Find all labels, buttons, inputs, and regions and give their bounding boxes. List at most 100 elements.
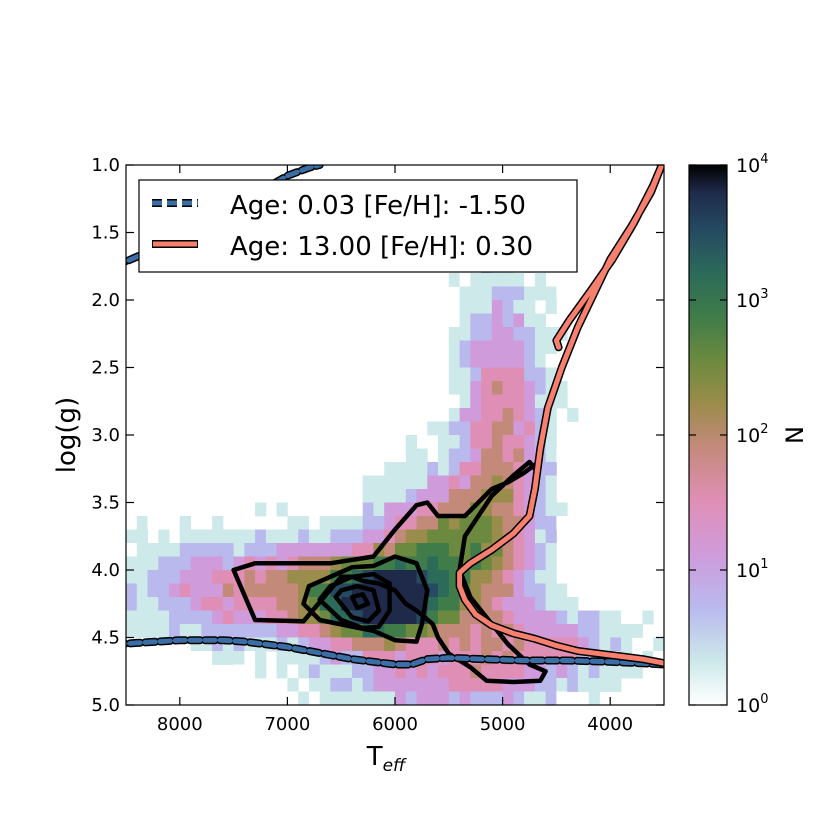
density-cell: [395, 610, 407, 625]
density-cell: [438, 705, 449, 719]
density-cell: [502, 597, 514, 611]
density-cell: [524, 691, 536, 705]
density-cell: [222, 651, 234, 665]
density-cell: [373, 637, 385, 652]
density-cell: [481, 570, 493, 584]
colorbar-tick-label: 100: [736, 692, 768, 717]
density-cell: [416, 475, 428, 490]
density-cell: [502, 462, 514, 476]
density-cell: [459, 273, 471, 287]
density-cell: [427, 421, 439, 436]
density-cell: [470, 313, 482, 328]
density-cell: [491, 489, 503, 503]
density-cell: [405, 691, 417, 705]
density-cell: [448, 678, 460, 692]
density-cell: [298, 516, 310, 530]
density-cell: [448, 637, 460, 652]
density-cell: [567, 583, 579, 598]
density-cell: [470, 624, 482, 638]
density-cell: [416, 543, 428, 557]
density-cell: [255, 651, 267, 665]
density-cell: [524, 597, 536, 611]
density-cell: [502, 408, 514, 422]
y-axis-label: log(g): [52, 397, 82, 473]
density-cell: [545, 678, 557, 692]
density-cell: [513, 435, 525, 449]
density-cell: [470, 421, 482, 436]
density-cell: [459, 570, 471, 584]
y-tick-label: 2.5: [91, 358, 120, 379]
density-cell: [212, 529, 224, 544]
density-cell: [534, 529, 547, 544]
density-cell: [502, 678, 514, 692]
density-cell: [545, 664, 557, 679]
density-cell: [212, 624, 224, 638]
density-cell: [491, 367, 503, 382]
density-cell: [599, 637, 611, 652]
density-cell: [448, 394, 460, 409]
density-cell: [427, 475, 439, 490]
density-cell: [341, 516, 353, 530]
density-cell: [545, 354, 557, 368]
density-cell: [653, 651, 664, 665]
density-cell: [222, 624, 234, 638]
density-cell: [384, 475, 396, 490]
density-cell: [513, 381, 525, 395]
density-cell: [545, 489, 557, 503]
y-tick-label: 1.0: [91, 155, 120, 176]
density-cell: [513, 610, 525, 625]
density-cell: [352, 678, 364, 692]
density-cell: [448, 502, 460, 517]
density-cell: [395, 543, 407, 557]
density-cell: [438, 556, 450, 571]
density-cell: [341, 637, 353, 652]
density-cell: [405, 475, 417, 490]
density-cell: [448, 475, 460, 490]
density-cell: [330, 678, 342, 692]
density-cell: [212, 610, 224, 625]
density-cell: [502, 610, 514, 625]
density-cell: [448, 327, 460, 341]
density-cell: [491, 556, 503, 571]
density-cell: [524, 543, 536, 557]
density-cell: [491, 678, 503, 692]
density-cell: [319, 691, 331, 705]
density-cell: [233, 570, 245, 584]
density-cell: [524, 327, 536, 341]
density-cell: [448, 664, 460, 679]
density-cell: [513, 691, 525, 705]
density-cell: [524, 408, 536, 422]
colorbar-label: N: [781, 426, 809, 444]
density-cell: [126, 570, 138, 584]
density-cell: [491, 597, 503, 611]
density-cell: [201, 489, 213, 503]
density-cell: [491, 462, 503, 476]
density-cell: [201, 556, 213, 571]
density-cell: [233, 556, 245, 571]
density-cell: [621, 610, 633, 625]
density-cell: [330, 516, 342, 530]
density-cell: [169, 624, 181, 638]
density-cell: [599, 624, 611, 638]
density-cell: [534, 489, 547, 503]
colorbar-tick-label: 101: [736, 557, 768, 582]
density-cell: [158, 529, 170, 544]
density-cell: [179, 624, 191, 638]
density-cell: [395, 583, 407, 598]
density-cell: [233, 610, 245, 625]
density-cell: [653, 637, 664, 652]
density-cell: [513, 556, 525, 571]
density-cell: [330, 691, 342, 705]
density-cell: [577, 529, 590, 544]
density-cell: [405, 624, 417, 638]
density-cell: [567, 570, 579, 584]
density-cell: [427, 664, 439, 679]
density-cell: [588, 624, 600, 638]
density-cell: [384, 691, 396, 705]
density-cell: [341, 597, 353, 611]
density-cell: [459, 691, 471, 705]
density-cell: [567, 624, 579, 638]
density-cell: [416, 583, 428, 598]
density-cell: [265, 583, 278, 598]
density-cell: [319, 516, 331, 530]
